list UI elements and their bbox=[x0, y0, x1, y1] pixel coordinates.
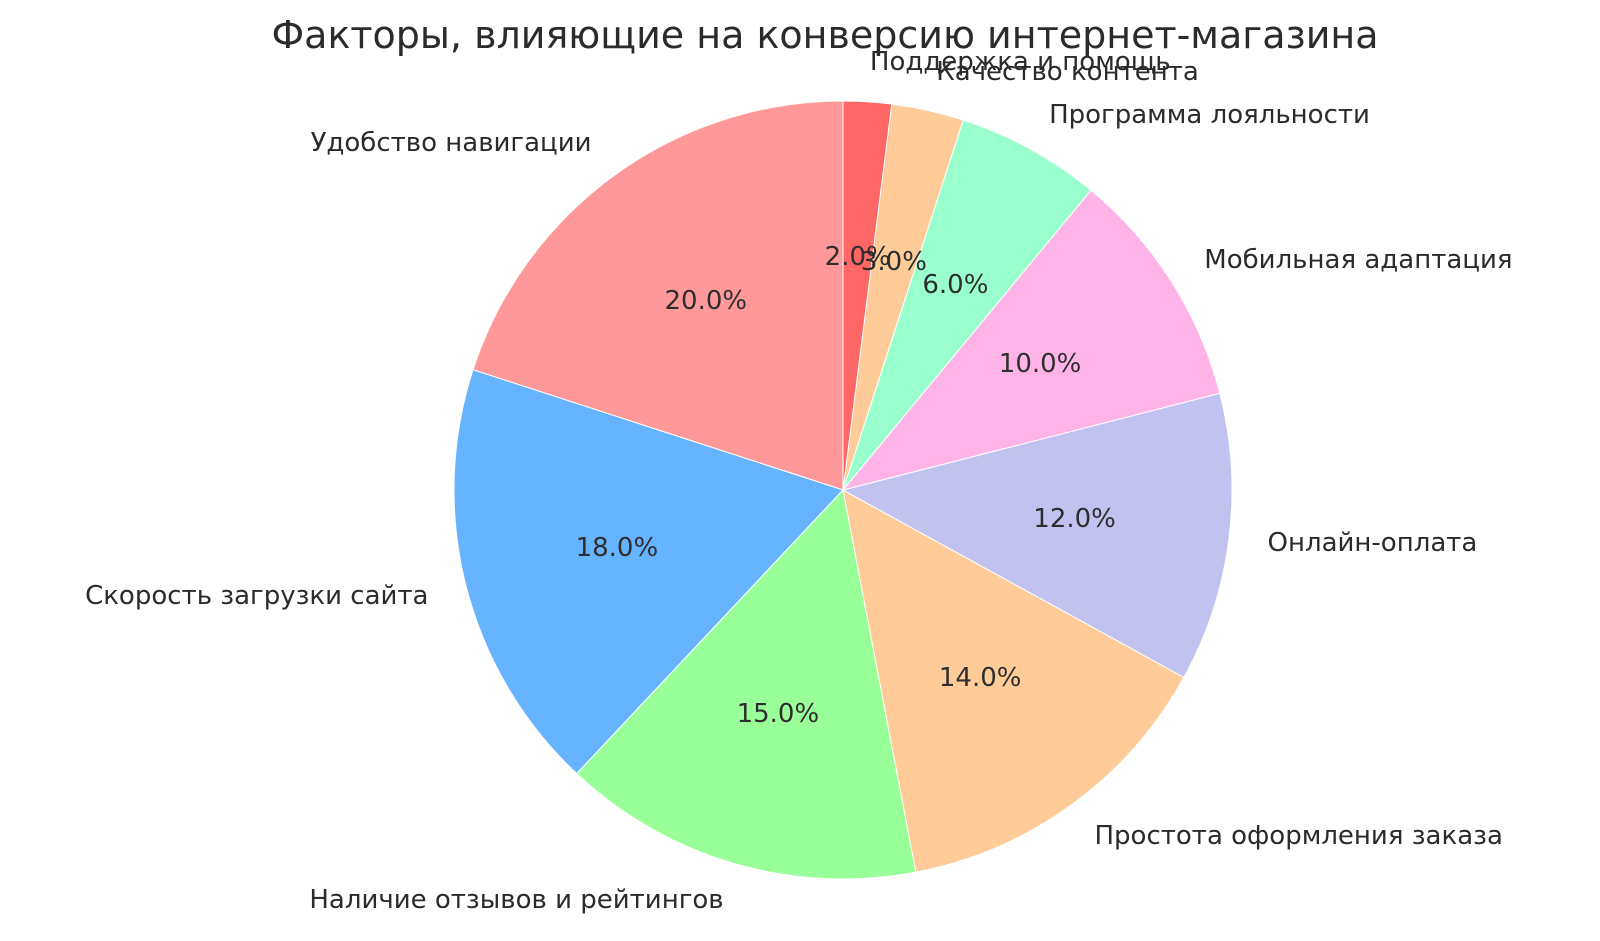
pie-slice-9 bbox=[842, 100, 893, 491]
slice-percent-label: 2.0% bbox=[824, 241, 891, 272]
slice-percent-label: 12.0% bbox=[1033, 503, 1116, 534]
pie-slice-6 bbox=[841, 189, 1221, 491]
pie-slice-5 bbox=[841, 392, 1233, 679]
slice-label: Поддержка и помощь bbox=[869, 47, 1171, 78]
pie-slice-3 bbox=[576, 488, 917, 880]
pie-slice-1 bbox=[472, 100, 844, 491]
slice-percent-label: 18.0% bbox=[575, 532, 659, 563]
slice-label: Программа лояльности bbox=[1049, 99, 1370, 130]
slice-percent-label: 14.0% bbox=[938, 663, 1022, 694]
pie-slice-7 bbox=[842, 119, 1092, 491]
slice-label: Удобство навигации bbox=[310, 128, 592, 159]
chart-title: Факторы, влияющие на конверсию интернет-… bbox=[271, 13, 1379, 57]
slice-percent-label: 10.0% bbox=[998, 349, 1082, 380]
slice-label: Скорость загрузки сайта bbox=[85, 580, 429, 611]
slice-label: Наличие отзывов и рейтингов bbox=[309, 885, 724, 916]
slice-label: Качество контента bbox=[936, 56, 1199, 87]
slice-label: Простота оформления заказа bbox=[1094, 820, 1503, 851]
slice-label: Мобильная адаптация bbox=[1204, 245, 1513, 276]
pie-slice-4 bbox=[842, 489, 1185, 873]
slice-label: Онлайн-оплата bbox=[1267, 528, 1478, 559]
slice-percent-label: 6.0% bbox=[922, 270, 989, 300]
pie-slice-2 bbox=[453, 369, 844, 775]
slice-percent-label: 15.0% bbox=[736, 698, 820, 729]
slice-percent-label: 20.0% bbox=[664, 285, 748, 316]
slice-percent-label: 3.0% bbox=[860, 246, 927, 277]
